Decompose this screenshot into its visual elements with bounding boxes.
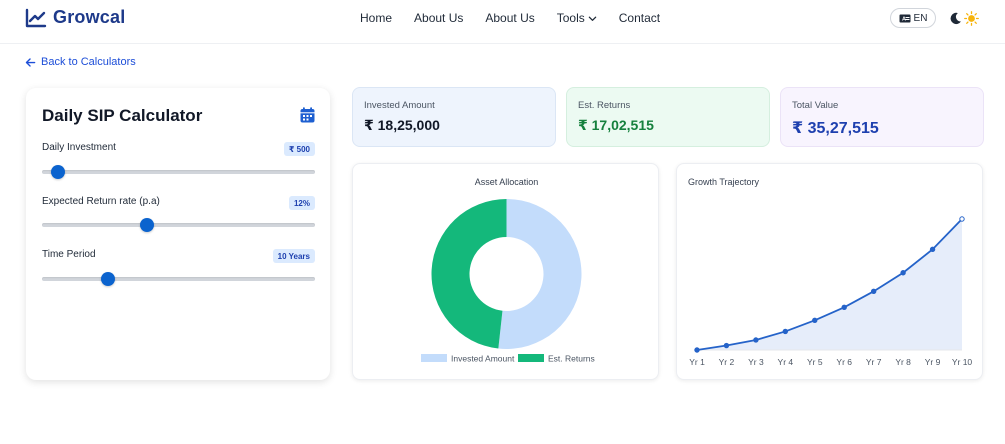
theme-toggle-button[interactable] (948, 8, 982, 28)
nav-contact[interactable]: Contact (618, 11, 661, 25)
language-toggle-button[interactable]: A EN (890, 8, 936, 28)
nav-tools-label: Tools (556, 11, 585, 25)
legend-swatch-returns (518, 354, 544, 362)
growth-trajectory-chart: Growth Trajectory Yr 1 Yr 2 Yr 3 Yr 4 Yr 5 Yr… (688, 177, 973, 367)
x-tick-label: Yr 3 (748, 357, 764, 367)
time-period-value-badge: 10 Years (272, 249, 315, 263)
nav-home[interactable]: Home (360, 11, 393, 25)
brand-logo[interactable]: Growcal (25, 7, 125, 28)
return-rate-label: Expected Return rate (p.a) (42, 196, 160, 207)
daily-investment-label: Daily Investment (42, 142, 116, 153)
daily-investment-slider-thumb[interactable] (51, 165, 66, 179)
return-rate-value-badge: 12% (288, 196, 315, 210)
arrow-left-icon (25, 57, 36, 67)
x-tick-label: Yr 2 (719, 357, 735, 367)
invested-amount-value: ₹ 18,25,000 (364, 117, 440, 133)
x-tick-label: Yr 6 (836, 357, 852, 367)
growth-point[interactable] (723, 342, 730, 349)
growth-point[interactable] (694, 347, 700, 353)
nav-about-us[interactable]: About Us (414, 11, 464, 25)
x-tick-label: Yr 9 (925, 357, 941, 367)
est-returns-label: Est. Returns (578, 100, 631, 111)
growth-line (696, 218, 963, 351)
moon-icon (950, 12, 961, 24)
trend-chart-icon (25, 8, 47, 27)
time-period-slider[interactable] (42, 272, 315, 286)
est-returns-value: ₹ 17,02,515 (578, 117, 654, 133)
daily-investment-slider[interactable] (42, 165, 315, 179)
x-tick-label: Yr 7 (866, 357, 882, 367)
chevron-down-icon (588, 16, 597, 21)
legend-swatch-invested (421, 354, 447, 362)
time-period-slider-thumb[interactable] (100, 272, 115, 286)
invested-amount-label: Invested Amount (364, 100, 435, 111)
legend-label-returns: Est. Returns (548, 354, 595, 364)
time-period-label: Time Period (42, 249, 96, 260)
asset-allocation-chart: Asset Allocation Invested Amount Est. Ret… (421, 177, 595, 364)
x-tick-label: Yr 8 (895, 357, 911, 367)
return-rate-slider[interactable] (42, 218, 315, 232)
growth-point[interactable] (900, 270, 906, 276)
nav-about-us-2[interactable]: About Us (485, 11, 535, 25)
growth-point[interactable] (782, 328, 789, 335)
x-tick-label: Yr 10 (952, 357, 973, 367)
invested-amount-card: Invested Amount ₹ 18,25,000 (352, 87, 556, 147)
growth-trajectory-card: Growth Trajectory Yr 1 Yr 2 Yr 3 Yr 4 Yr 5 Yr… (676, 163, 983, 380)
growth-area (697, 219, 962, 350)
svg-text:A: A (902, 16, 906, 22)
total-value-amount: ₹ 35,27,515 (792, 120, 879, 137)
sun-icon (964, 10, 979, 26)
x-tick-label: Yr 1 (689, 357, 705, 367)
back-link-label: Back to Calculators (41, 56, 136, 68)
asset-allocation-title: Asset Allocation (475, 177, 539, 187)
total-value-label: Total Value (792, 100, 839, 111)
daily-investment-value-badge: ₹ 500 (283, 142, 315, 156)
main-nav: Home About Us About Us Tools Contact (360, 11, 682, 25)
nav-tools[interactable]: Tools (557, 11, 597, 25)
est-returns-card: Est. Returns ₹ 17,02,515 (566, 87, 770, 147)
donut-slice-invested[interactable] (498, 199, 582, 349)
return-rate-slider-thumb[interactable] (140, 218, 155, 232)
asset-allocation-card: Asset Allocation Invested Amount Est. Ret… (352, 163, 659, 380)
growth-point[interactable] (929, 246, 936, 253)
calendar-icon[interactable] (300, 107, 315, 123)
x-tick-label: Yr 4 (778, 357, 794, 367)
growth-point[interactable] (753, 337, 759, 343)
top-navbar: Growcal Home About Us About Us Tools Con… (0, 0, 1005, 44)
language-icon: A (899, 14, 911, 22)
growth-point[interactable] (870, 288, 877, 295)
calculator-card: Daily SIP Calculator Daily Investment ₹ … (26, 88, 330, 380)
donut-slice-returns[interactable] (431, 199, 507, 349)
growth-point[interactable] (959, 216, 965, 222)
language-label: EN (913, 12, 928, 24)
legend-label-invested: Invested Amount (451, 354, 515, 364)
calculator-title: Daily SIP Calculator (42, 106, 203, 125)
growth-point[interactable] (841, 304, 847, 310)
brand-name: Growcal (53, 7, 126, 27)
total-value-card: Total Value ₹ 35,27,515 (780, 87, 984, 147)
growth-point[interactable] (812, 317, 818, 323)
x-tick-label: Yr 5 (807, 357, 823, 367)
growth-trajectory-title: Growth Trajectory (688, 177, 760, 187)
back-to-calculators-link[interactable]: Back to Calculators (25, 56, 136, 68)
